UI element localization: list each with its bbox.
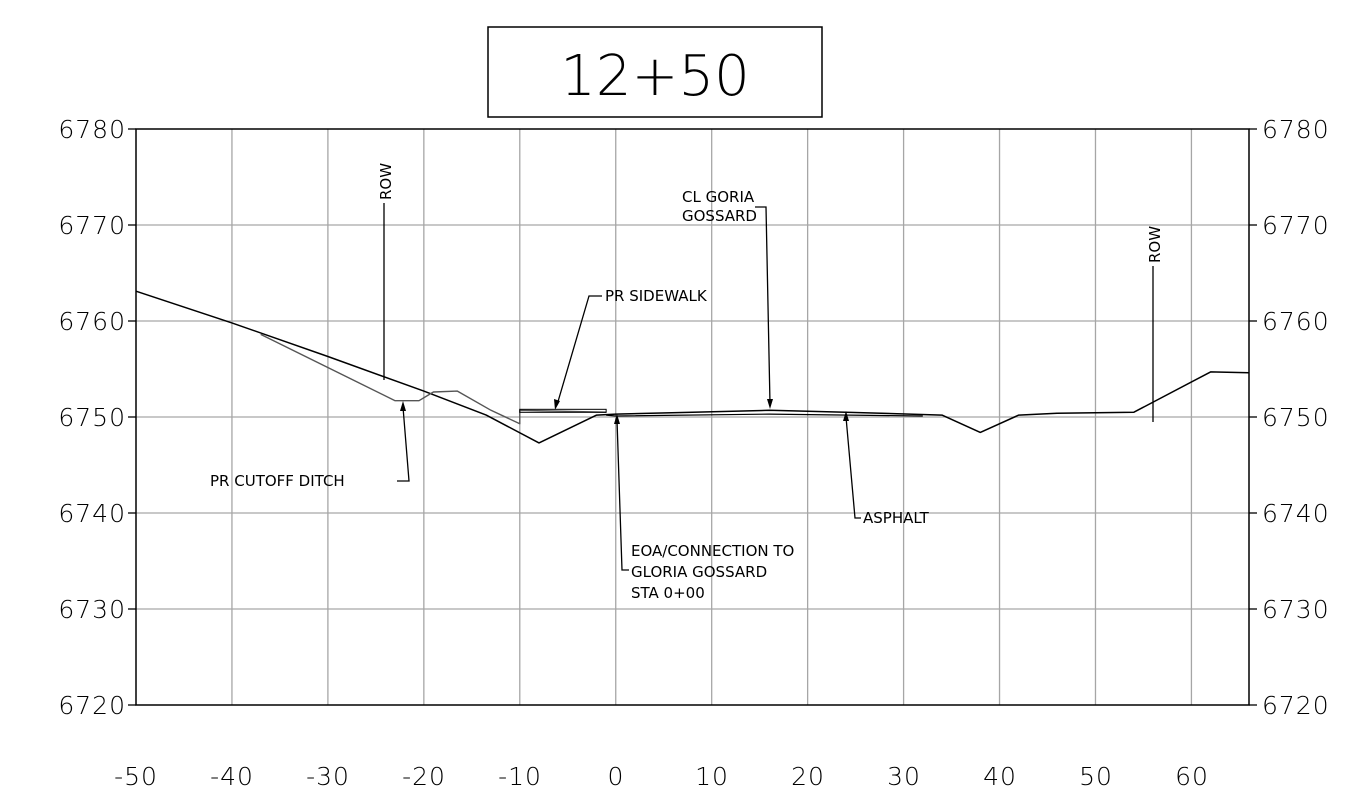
station-title: 12+50 bbox=[560, 44, 749, 109]
x-tick: -50 bbox=[114, 762, 158, 791]
x-tick: 30 bbox=[887, 762, 921, 791]
x-tick: 50 bbox=[1079, 762, 1113, 791]
sidewalk-leader bbox=[556, 295, 602, 406]
station-title-box: 12+50 bbox=[487, 26, 823, 118]
x-tick: -20 bbox=[402, 762, 446, 791]
y-tick-left: 6780 bbox=[58, 115, 126, 144]
row-right-label: ROW bbox=[1146, 226, 1164, 263]
y-tick-left: 6750 bbox=[58, 403, 126, 432]
x-axis: -50 -40 -30 -20 -10 0 10 20 30 40 50 60 bbox=[114, 762, 1209, 791]
sidewalk-label: PR SIDEWALK bbox=[605, 287, 708, 305]
eoa-label-line3: STA 0+00 bbox=[631, 584, 705, 602]
y-tick-right: 6760 bbox=[1262, 307, 1330, 336]
ditch-arrowhead bbox=[400, 401, 406, 411]
y-tick-right: 6740 bbox=[1262, 499, 1330, 528]
y-tick-left: 6740 bbox=[58, 499, 126, 528]
y-tick-right: 6780 bbox=[1262, 115, 1330, 144]
y-tick-right: 6770 bbox=[1262, 211, 1330, 240]
eoa-callout: EOA/CONNECTION TO GLORIA GOSSARD STA 0+0… bbox=[614, 414, 794, 602]
centerline-arrowhead bbox=[767, 399, 773, 409]
asphalt-arrowhead bbox=[843, 411, 849, 421]
centerline-callout: CL GORIA GOSSARD bbox=[682, 188, 773, 409]
existing-ground-line bbox=[135, 290, 1250, 444]
x-tick: 10 bbox=[695, 762, 729, 791]
x-tick: -30 bbox=[306, 762, 350, 791]
eoa-label-line1: EOA/CONNECTION TO bbox=[631, 542, 794, 560]
x-tick: -40 bbox=[210, 762, 254, 791]
ditch-label: PR CUTOFF DITCH bbox=[210, 472, 345, 490]
sidewalk-arrowhead bbox=[554, 399, 560, 410]
y-tick-left: 6760 bbox=[58, 307, 126, 336]
proposed-grading-line bbox=[260, 333, 607, 425]
y-axis-left: 6720 6730 6740 6750 6760 6770 6780 bbox=[58, 115, 126, 720]
plot-frame bbox=[135, 128, 1250, 706]
x-tick: 0 bbox=[608, 762, 625, 791]
sidewalk-slab bbox=[519, 408, 607, 413]
y-tick-left: 6770 bbox=[58, 211, 126, 240]
eoa-leader bbox=[616, 419, 629, 571]
x-tick: 40 bbox=[983, 762, 1017, 791]
x-tick: -10 bbox=[498, 762, 542, 791]
ditch-callout: PR CUTOFF DITCH bbox=[210, 401, 410, 490]
y-tick-right: 6730 bbox=[1262, 595, 1330, 624]
sidewalk-callout: PR SIDEWALK bbox=[554, 287, 708, 410]
y-tick-right: 6720 bbox=[1262, 691, 1330, 720]
station-title-frame bbox=[487, 26, 823, 118]
centerline-leader bbox=[755, 206, 771, 405]
centerline-label-line2: GOSSARD bbox=[682, 207, 757, 225]
asphalt-callout: ASPHALT bbox=[843, 411, 930, 527]
asphalt-leader bbox=[845, 416, 861, 519]
row-right-marker: ROW bbox=[1146, 226, 1164, 422]
row-left-marker: ROW bbox=[377, 163, 395, 380]
row-left-label: ROW bbox=[377, 163, 395, 200]
centerline-label-line1: CL GORIA bbox=[682, 188, 755, 206]
ditch-leader bbox=[397, 406, 410, 482]
ground-profiles bbox=[135, 290, 1250, 444]
y-tick-right: 6750 bbox=[1262, 403, 1330, 432]
asphalt-bottom-line bbox=[606, 413, 923, 417]
x-tick: 20 bbox=[791, 762, 825, 791]
grid-lines bbox=[128, 128, 1257, 706]
y-tick-left: 6730 bbox=[58, 595, 126, 624]
eoa-label-line2: GLORIA GOSSARD bbox=[631, 563, 767, 581]
eoa-arrowhead bbox=[614, 414, 620, 424]
x-tick: 60 bbox=[1175, 762, 1209, 791]
asphalt-label: ASPHALT bbox=[863, 509, 930, 527]
y-axis-right: 6720 6730 6740 6750 6760 6770 6780 bbox=[1262, 115, 1330, 720]
y-tick-left: 6720 bbox=[58, 691, 126, 720]
